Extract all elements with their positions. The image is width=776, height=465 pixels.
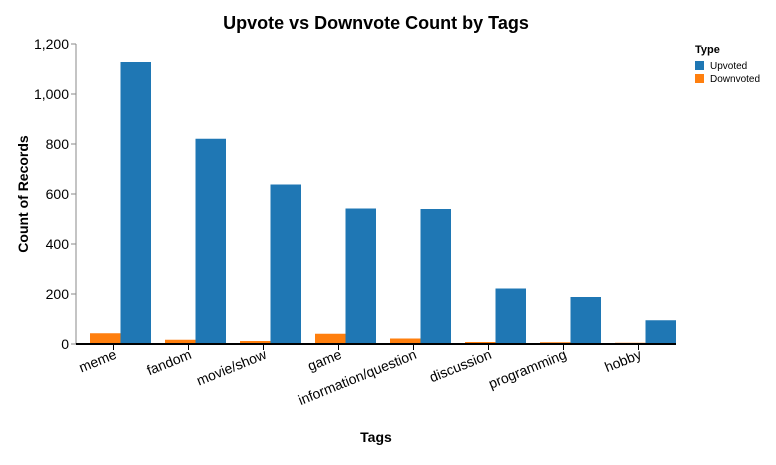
x-axis-title: Tags [360,429,392,445]
y-tick-label: 1,000 [34,86,69,102]
y-axis: 0 200 400 600 800 1,000 1,200 [34,36,77,352]
x-axis: meme fandom movie/show gameinformation/ques… [76,343,676,408]
bar-downvoted-meme [90,333,121,344]
x-tick-label: hobby [602,346,643,375]
bar-downvoted-information-question [390,338,421,344]
y-tick-label: 1,200 [34,36,69,52]
bar-upvoted-movie-show [270,184,301,344]
y-tick-label: 600 [46,186,70,202]
x-tick-label: game [305,346,344,374]
bar-upvoted-hobby [645,320,676,344]
bar-downvoted-movie-show [240,341,271,344]
bar-upvoted-discussion [495,288,526,344]
y-tick-label: 400 [46,236,70,252]
bar-downvoted-game [315,333,346,344]
x-tick-label: movie/show [194,346,269,389]
legend-title: Type [695,44,720,56]
x-tick-label: discussion [427,346,494,385]
legend-label-upvoted: Upvoted [710,61,747,72]
legend-label-downvoted: Downvoted [710,74,760,85]
x-tick-label: meme [77,346,119,375]
y-tick-label: 0 [61,336,69,352]
y-tick-label: 800 [46,136,70,152]
bar-downvoted-fandom [165,339,196,344]
bar-upvoted-fandom [195,138,226,344]
legend: Type Upvoted Downvoted [695,44,760,85]
legend-swatch-downvoted [695,74,704,83]
y-tick-label: 200 [46,286,70,302]
chart-title: Upvote vs Downvote Count by Tags [223,13,529,33]
bars-group [90,62,676,344]
x-tick-label: programming [486,346,568,392]
bar-upvoted-programming [570,297,601,344]
bar-upvoted-game [345,208,376,344]
legend-swatch-upvoted [695,61,704,70]
bar-upvoted-meme [120,62,151,344]
bar-upvoted-information-question [420,209,451,344]
y-axis-title: Count of Records [15,135,31,253]
x-tick-label: fandom [144,346,193,378]
